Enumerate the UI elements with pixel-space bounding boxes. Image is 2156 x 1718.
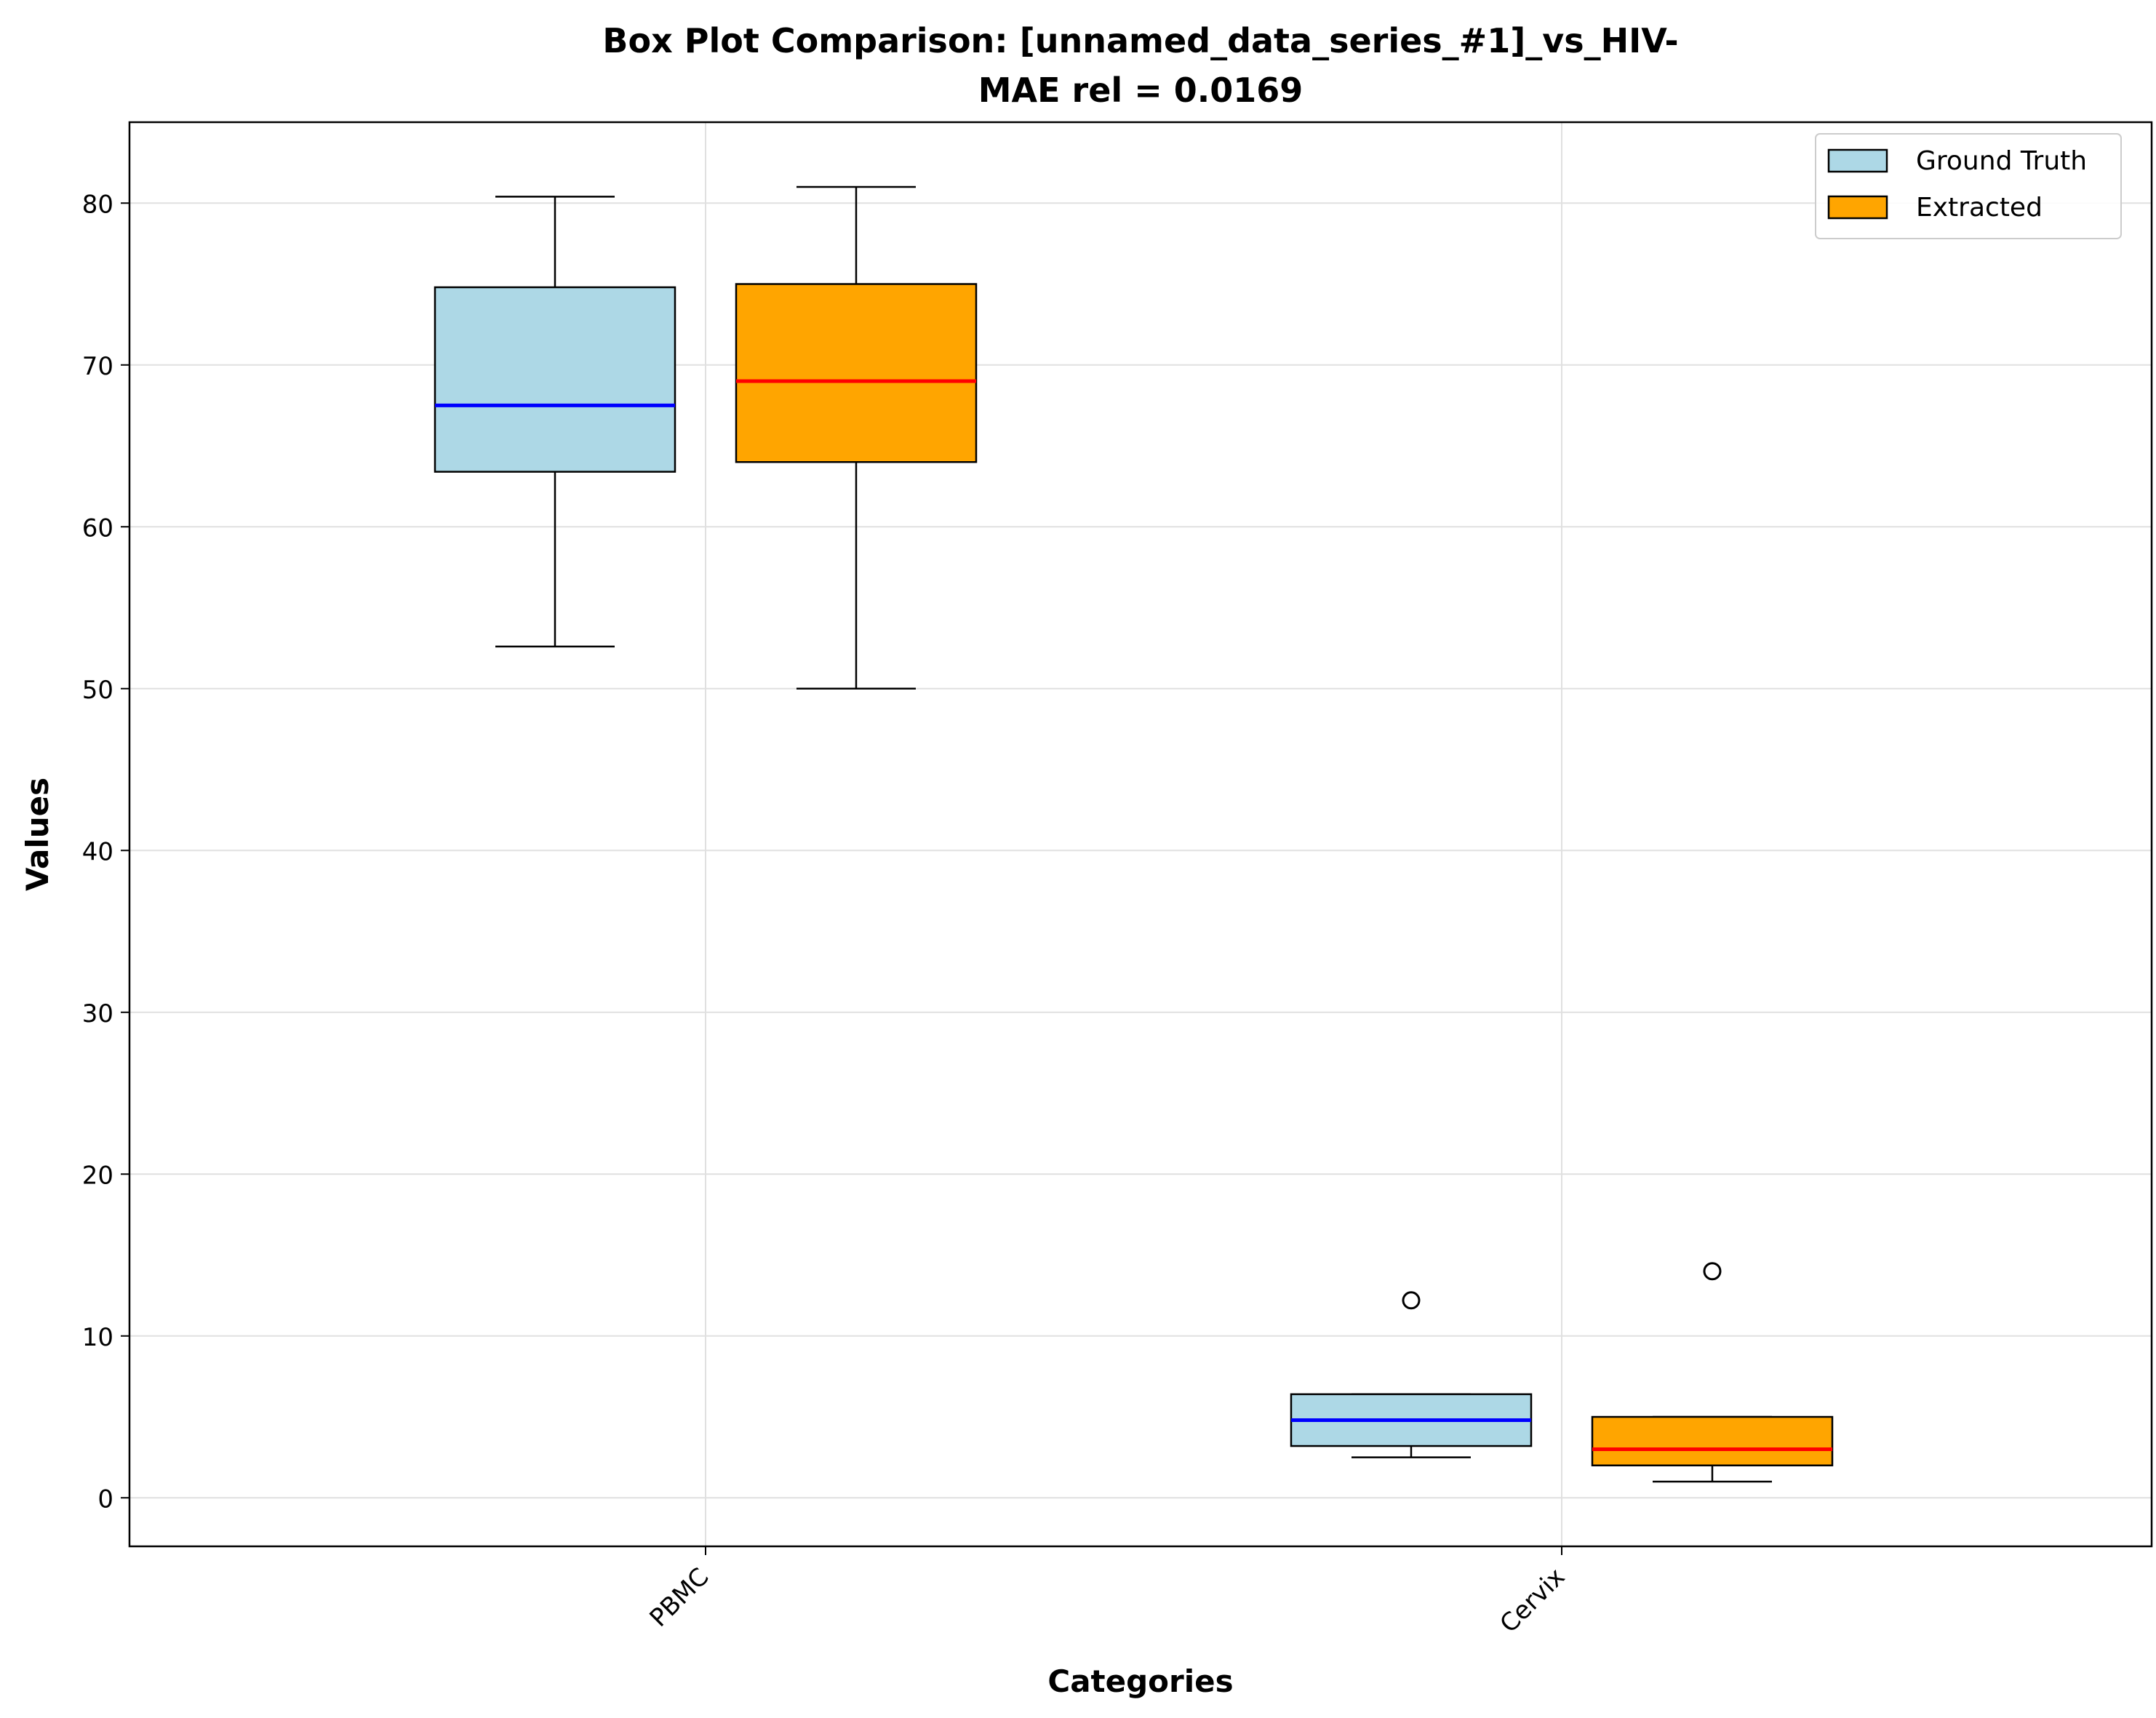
outlier-point — [1402, 1291, 1421, 1310]
y-tick-label: 0 — [97, 1485, 113, 1514]
y-tick-label: 70 — [82, 352, 113, 381]
y-tick-label: 60 — [82, 514, 113, 543]
y-tick-label: 10 — [82, 1323, 113, 1352]
y-tick-label: 30 — [82, 999, 113, 1028]
legend-swatch — [1827, 195, 1888, 220]
box-iqr — [1591, 1415, 1834, 1466]
legend: Ground Truth Extracted — [1815, 133, 2122, 239]
box-extracted-pbmc — [735, 185, 978, 690]
x-tick-label: PBMC — [644, 1562, 715, 1633]
x-axis-label: Categories — [1047, 1663, 1233, 1699]
y-tick-label: 40 — [82, 837, 113, 866]
legend-frame — [1815, 133, 2122, 239]
legend-label: Extracted — [1916, 193, 2043, 223]
y-axis-label: Values — [20, 778, 55, 891]
box-extracted-cervix — [1591, 1262, 1834, 1483]
x-axis: PBMC Cervix — [644, 1546, 1570, 1639]
box-layer — [434, 185, 1834, 1483]
legend-swatch — [1827, 148, 1888, 173]
box-iqr — [434, 286, 676, 473]
box-ground-truth-pbmc — [434, 196, 676, 648]
box-iqr — [735, 283, 978, 463]
chart-title-line1: Box Plot Comparison: [unnamed_data_serie… — [602, 21, 1678, 60]
plot-frame — [128, 121, 2153, 1548]
chart-title-line2: MAE rel = 0.0169 — [978, 71, 1303, 110]
grid-lines — [129, 122, 2152, 1546]
box-ground-truth-cervix — [1290, 1291, 1533, 1458]
legend-label: Ground Truth — [1916, 146, 2087, 176]
y-tick-label: 80 — [82, 190, 113, 219]
outlier-point — [1703, 1262, 1722, 1281]
y-axis: 0 10 20 30 40 50 60 70 80 — [82, 190, 129, 1514]
y-tick-label: 50 — [82, 676, 113, 705]
x-tick-label: Cervix — [1494, 1562, 1570, 1639]
y-tick-label: 20 — [82, 1161, 113, 1190]
